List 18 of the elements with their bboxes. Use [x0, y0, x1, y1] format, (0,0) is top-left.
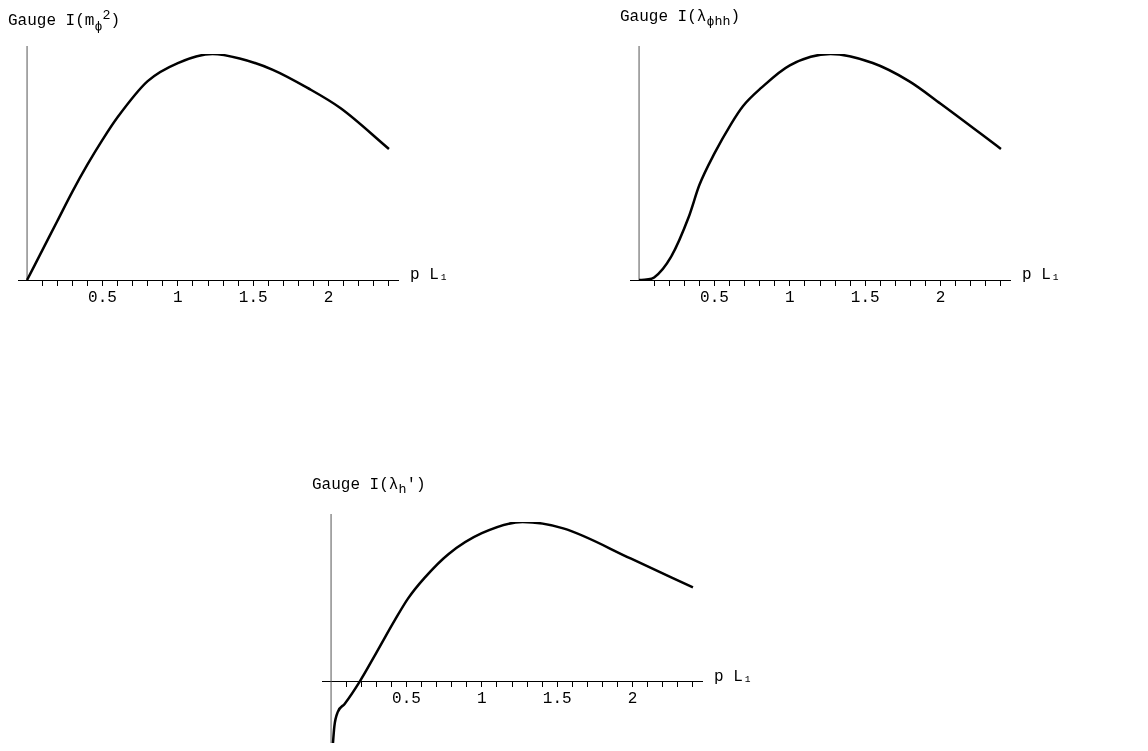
x-tick-label: 0.5 [88, 288, 117, 307]
x-tick-label: 1.5 [850, 288, 880, 307]
x-tick-label: 0.5 [392, 690, 421, 709]
x-tick-label: 2 [627, 690, 638, 709]
x-axis-title: p L₁ [714, 667, 753, 686]
x-tick-label: 1 [785, 288, 795, 307]
x-axis-title: p L₁ [410, 266, 449, 284]
x-tick-label: 1 [173, 288, 183, 307]
x-axis-title: p L₁ [1022, 266, 1061, 284]
x-tick-label: 1 [477, 690, 487, 709]
x-tick-label: 1.5 [542, 690, 572, 709]
x-tick-label: 0.5 [700, 288, 729, 307]
y-axis-title: Gauge I(m$_{ϕ}$$^{2}$) [8, 8, 121, 34]
y-axis-title: Gauge I(λ$_{h}$') [312, 476, 426, 498]
y-axis-title: Gauge I(λ$_{ϕhh}$) [620, 8, 741, 30]
x-tick-label: 1.5 [238, 288, 268, 307]
x-tick-label: 2 [323, 288, 334, 307]
x-tick-label: 2 [935, 288, 946, 307]
